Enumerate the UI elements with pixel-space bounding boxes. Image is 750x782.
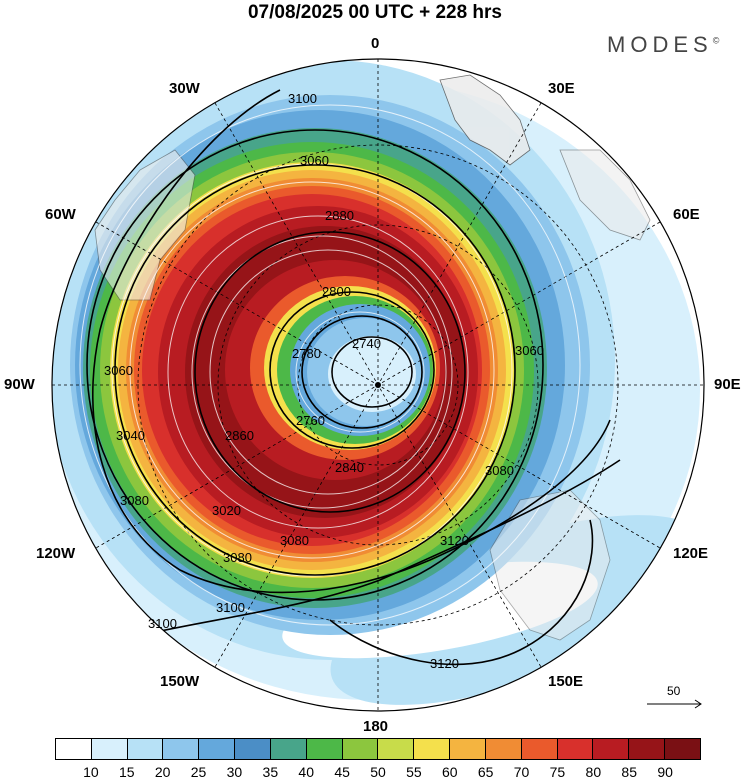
contour-label: 3080 — [223, 550, 252, 565]
lon-label-90w: 90W — [4, 376, 35, 393]
legend-swatch — [665, 739, 700, 759]
contour-label: 2860 — [225, 428, 254, 443]
legend-swatch — [593, 739, 630, 759]
pole-marker — [375, 382, 381, 388]
vector-scale: 50 — [645, 684, 705, 714]
legend-swatch — [91, 739, 128, 759]
legend-tick: 25 — [190, 764, 207, 780]
legend-tick: 60 — [441, 764, 458, 780]
legend-tick: 35 — [262, 764, 279, 780]
legend-tick: 90 — [657, 764, 673, 780]
legend-tick: 50 — [370, 764, 386, 780]
legend-tick: 80 — [585, 764, 602, 780]
legend-tick: 65 — [477, 764, 494, 780]
brand-text: MODES — [607, 32, 713, 57]
legend-swatch — [127, 739, 164, 759]
lon-label-30w: 30W — [169, 80, 200, 97]
legend-swatch — [306, 739, 343, 759]
contour-label: 3060 — [300, 153, 329, 168]
streamlines — [79, 104, 581, 626]
legend-tick: 30 — [226, 764, 243, 780]
contour-label: 3080 — [120, 493, 149, 508]
legend-tick: 70 — [513, 764, 530, 780]
contour-label: 2840 — [335, 460, 364, 475]
lon-label-150e: 150E — [548, 673, 584, 690]
legend-tick: 10 — [83, 764, 99, 780]
copyright-mark: © — [712, 35, 720, 46]
contour-label: 3120 — [430, 656, 459, 671]
contour-label: 3060 — [104, 363, 133, 378]
contour-label: 3040 — [116, 428, 145, 443]
lon-label-60w: 60W — [45, 206, 76, 223]
lon-label-150w: 150W — [160, 673, 200, 690]
legend-swatch — [450, 739, 486, 759]
lon-label-60e: 60E — [673, 206, 700, 223]
lon-label-180: 180 — [363, 718, 389, 735]
contour-label: 3020 — [212, 503, 241, 518]
legend-swatch — [629, 739, 666, 759]
contour-label: 2760 — [296, 413, 325, 428]
lon-label-30e: 30E — [548, 80, 575, 97]
map-title: 07/08/2025 00 UTC + 228 hrs — [247, 2, 503, 23]
contour-label: 3100 — [148, 616, 177, 631]
contour-label: 3120 — [440, 533, 469, 548]
contour-label: 2800 — [322, 284, 351, 299]
legend-swatch — [378, 739, 415, 759]
legend-tick: 40 — [298, 764, 315, 780]
legend-tick: 75 — [549, 764, 566, 780]
contour-label: 3100 — [288, 91, 317, 106]
legend-swatch — [521, 739, 558, 759]
color-legend — [55, 738, 701, 760]
height-contours — [86, 89, 621, 666]
legend-swatch — [485, 739, 522, 759]
legend-tick: 15 — [118, 764, 135, 780]
legend-tick: 85 — [621, 764, 638, 780]
contour-label: 3080 — [485, 463, 514, 478]
map-border — [51, 58, 705, 712]
legend-swatch — [235, 739, 271, 759]
contour-label: 3080 — [280, 533, 309, 548]
contour-label: 2780 — [292, 346, 321, 361]
legend-swatch — [163, 739, 200, 759]
vector-scale-label: 50 — [667, 684, 681, 698]
brand-logo: MODES© — [607, 32, 719, 58]
wind-speed-field — [52, 59, 704, 711]
legend-ticks: 10 15 20 25 30 35 40 45 50 55 60 65 70 75 80 85 90 — [55, 764, 701, 782]
legend-swatch — [199, 739, 236, 759]
legend-swatch — [56, 739, 92, 759]
legend-tick: 20 — [154, 764, 171, 780]
contour-label: 2880 — [325, 208, 354, 223]
legend-tick: 55 — [406, 764, 422, 780]
lon-label-90e: 90E — [714, 376, 741, 393]
legend-tick: 45 — [334, 764, 350, 780]
legend-swatch — [414, 739, 451, 759]
contour-label: 2740 — [352, 336, 381, 351]
lon-label-120e: 120E — [673, 545, 709, 562]
lon-label-120w: 120W — [36, 545, 76, 562]
legend-swatch — [342, 739, 379, 759]
legend-swatch — [557, 739, 594, 759]
contour-labels: 3100 3060 3060 3080 3040 3080 3100 3120 … — [104, 91, 544, 671]
lon-label-0: 0 — [371, 35, 380, 52]
contour-label: 3060 — [515, 343, 544, 358]
legend-swatch — [270, 739, 307, 759]
contour-label: 3100 — [216, 600, 245, 615]
